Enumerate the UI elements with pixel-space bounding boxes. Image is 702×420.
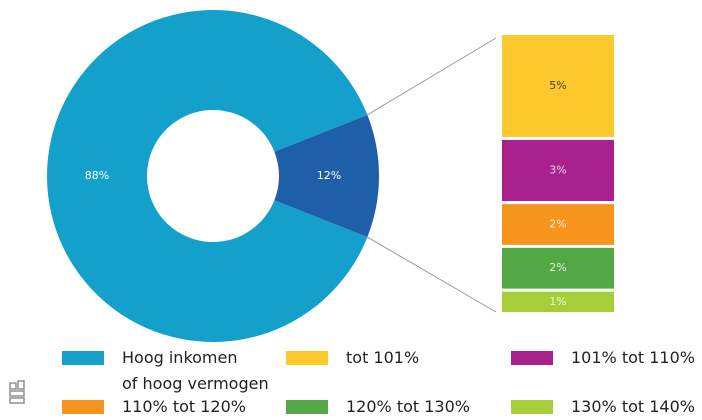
legend-swatch (511, 400, 553, 414)
donut-slice (274, 114, 379, 238)
plot: 88% 12% 5% 3% 2% 2% 1% (47, 10, 614, 343)
logo (9, 380, 25, 404)
data-label: 12% (317, 169, 341, 182)
legend-label: 101% tot 110% (571, 348, 695, 367)
data-label: 2% (549, 261, 566, 274)
data-label: 5% (549, 79, 566, 92)
legend-item: 120% tot 130% (286, 394, 470, 420)
legend-item: 101% tot 110% (511, 345, 695, 371)
legend-item: 130% tot 140% (511, 394, 695, 420)
bar-segment (502, 139, 614, 202)
legend-swatch (62, 400, 104, 414)
bar-segment (502, 204, 614, 245)
connector (367, 236, 497, 313)
legend-item: tot 101% (286, 345, 419, 371)
bar-segment (502, 291, 614, 312)
legend-label: Hoog inkomen of hoog vermogen (122, 348, 269, 393)
connector (367, 37, 497, 116)
donut-slice (47, 10, 368, 343)
legend-label: 120% tot 130% (346, 397, 470, 416)
legend-label: 130% tot 140% (571, 397, 695, 416)
legend-swatch (62, 351, 104, 365)
legend-swatch (511, 351, 553, 365)
data-label: 88% (85, 169, 109, 182)
legend-item: 110% tot 120% (62, 394, 246, 420)
data-label: 3% (549, 164, 566, 177)
legend-label: 110% tot 120% (122, 397, 246, 416)
data-label: 2% (549, 217, 566, 230)
legend-label: tot 101% (346, 348, 420, 367)
legend-item: Hoog inkomen of hoog vermogen (62, 345, 269, 397)
legend-swatch (286, 400, 328, 414)
legend-swatch (286, 351, 328, 365)
bar-segment (502, 247, 614, 289)
data-label: 1% (549, 295, 566, 308)
bar-segment (502, 35, 614, 137)
